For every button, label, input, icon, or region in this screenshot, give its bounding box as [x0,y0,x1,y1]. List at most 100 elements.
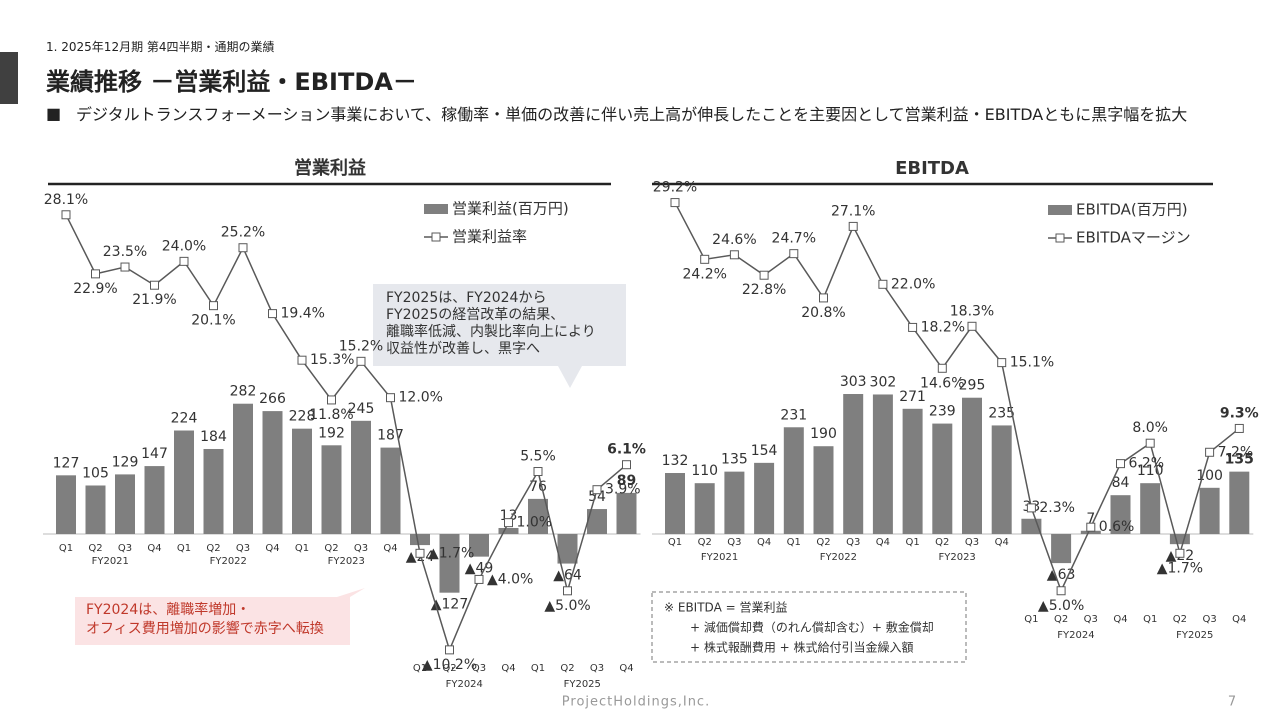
marker [150,280,159,290]
year-label: FY2021 [701,552,738,563]
year-label: FY2025 [1176,630,1213,641]
bar-label: 271 [899,389,926,405]
x-tick-label: Q1 [59,543,73,554]
margin-line [65,214,627,653]
x-tick-label: Q2 [324,543,338,554]
bullet-text: デジタルトランスフォーメーション事業において、稼働率・単価の改善に伴い売上高が伸… [76,105,1188,124]
line-label: ▲10.2% [422,657,477,673]
marker [474,574,484,584]
x-tick-label: Q1 [177,543,191,554]
line-label: 22.0% [891,276,935,292]
bar-label: 100 [1196,468,1223,484]
line-label: 24.6% [712,232,756,248]
bar [1051,534,1072,564]
marker [386,393,395,403]
year-label: FY2024 [446,679,483,690]
line-label: 1.0% [517,515,553,531]
bar-label: 228 [289,409,316,425]
bar [380,447,401,534]
bar [932,423,953,534]
marker [729,250,739,260]
bar-label: 135 [721,452,748,468]
year-label: FY2023 [328,556,365,567]
bar [351,420,371,534]
bar [1080,530,1101,534]
x-tick-label: Q3 [846,537,860,548]
marker [789,249,799,259]
page-number: 7 [1228,695,1236,710]
bar-label: 235 [988,405,1015,421]
callout-text: FY2025の経営改革の結果、 [386,307,564,323]
line-label: 2.3% [1039,500,1075,516]
callout-text: FY2024は、離職率増加・ [86,601,250,618]
bar-label: 282 [230,384,257,400]
bar [902,408,923,534]
x-tick-label: Q1 [413,663,427,674]
marker [908,322,918,332]
bar-label: ▲127 [431,597,469,613]
line-label: ▲1.7% [428,545,474,561]
line-label: 15.1% [1010,355,1054,371]
bar [469,534,489,557]
marker [700,254,710,264]
line-label: 18.2% [921,319,965,335]
marker [1026,503,1036,513]
bar [783,427,804,534]
line-label: 21.9% [132,292,176,308]
marker [1145,438,1155,448]
line-label: 29.2% [653,180,697,196]
line-label: 5.5% [520,449,556,465]
marker [1234,423,1244,433]
bar [410,534,430,546]
accent-bar [0,52,18,104]
x-tick-label: Q2 [206,543,220,554]
bar [724,471,745,534]
line-label: 14.6% [920,375,964,391]
marker [238,243,248,253]
bar-label: 245 [348,401,375,417]
line-label: ▲4.0% [487,571,533,587]
callout-text: オフィス費用増加の影響で赤字へ転換 [86,620,324,637]
marker [120,262,130,272]
company: ProjectHoldings,Inc. [562,695,710,710]
marker [967,321,977,331]
x-tick-label: Q3 [1202,614,1216,625]
footnote: + 減価償却費（のれん償却含む）+ 敷金償却 [690,620,934,635]
marker [209,301,218,311]
x-tick-label: Q3 [354,543,368,554]
bar [587,509,607,534]
bar [1140,483,1161,534]
line-label: 6.1% [607,442,646,458]
line-label: 24.7% [772,231,816,247]
line-label: 25.2% [221,225,265,241]
bar [962,397,982,534]
marker [356,356,366,366]
line-label: 22.8% [742,282,786,298]
x-tick-label: Q2 [935,537,949,548]
bar-label: 303 [840,374,867,390]
bar [439,534,460,593]
line-label: 20.1% [191,313,235,329]
bar [1229,471,1250,534]
marker [563,586,572,596]
line-label: ▲1.7% [1157,560,1203,576]
bar [557,534,578,564]
x-tick-label: Q3 [965,537,979,548]
line-label: 20.8% [801,305,845,321]
x-tick-label: Q2 [1173,614,1187,625]
bar-label: 89 [617,473,636,489]
footnote: ※ EBITDA = 営業利益 [664,601,787,615]
line-label: 19.4% [281,306,325,322]
callout [373,284,626,388]
section-label: 1. 2025年12月期 第4四半期・通期の業績 [46,40,275,54]
bar [115,474,135,534]
marker [878,279,888,289]
marker [533,467,543,477]
marker [937,363,947,373]
x-tick-label: Q1 [905,537,919,548]
legend-label: EBITDA(百万円) [1076,201,1188,219]
line-label: 22.9% [73,281,117,297]
bar-label: 239 [929,404,956,420]
